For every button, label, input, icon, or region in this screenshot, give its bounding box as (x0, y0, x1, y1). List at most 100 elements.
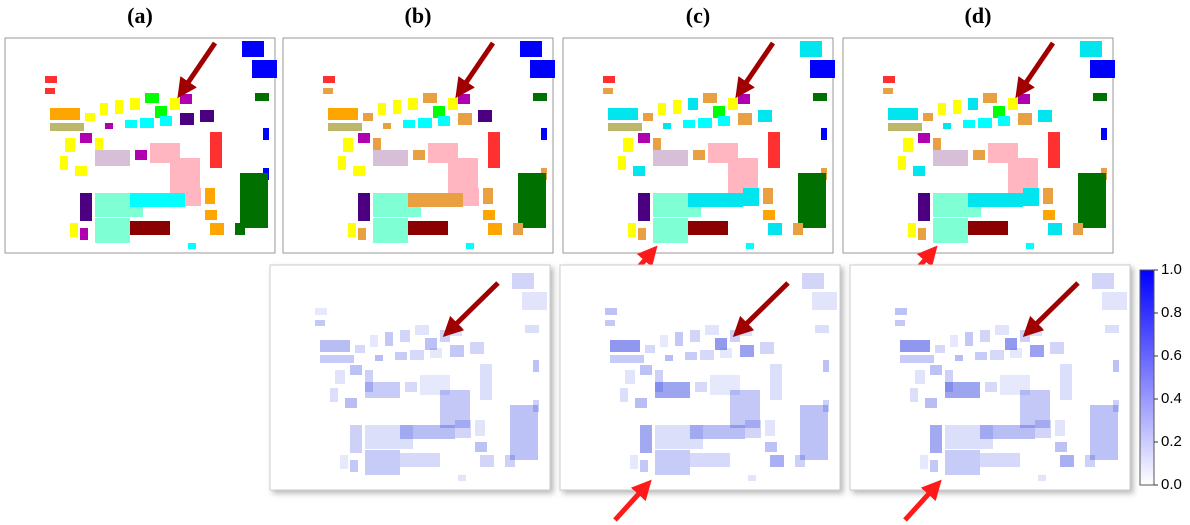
map-region (700, 350, 714, 360)
map-region (923, 113, 933, 121)
map-region (698, 118, 712, 128)
map-region (720, 348, 732, 358)
map-region (80, 193, 92, 221)
map-region (1026, 243, 1034, 249)
map-region (1055, 420, 1065, 436)
map-region (728, 98, 738, 110)
map-region (703, 93, 717, 103)
map-region (608, 123, 642, 131)
map-region (185, 188, 201, 206)
map-region (1018, 113, 1032, 125)
map-region (400, 425, 455, 439)
map-region (705, 325, 719, 335)
classification-map (283, 38, 555, 253)
map-region (488, 223, 502, 235)
colorbar-tick-label: 1.0 (1161, 261, 1182, 278)
map-region (505, 455, 515, 467)
map-region (955, 355, 963, 361)
map-region (746, 243, 754, 249)
map-region (1043, 210, 1055, 220)
map-region (800, 41, 822, 57)
map-region (688, 193, 743, 207)
map-region (973, 150, 985, 160)
map-region (1055, 442, 1067, 452)
map-region (975, 352, 987, 360)
map-region (763, 188, 773, 204)
map-region (683, 120, 695, 128)
map-region (883, 76, 895, 83)
map-region (625, 370, 635, 384)
map-region (950, 335, 958, 347)
map-region (802, 273, 824, 289)
map-region (795, 455, 805, 467)
map-region (810, 60, 835, 78)
map-region (918, 193, 930, 221)
map-region (1023, 188, 1039, 206)
map-region (1018, 94, 1030, 104)
colorbar-tick-label: 0.0 (1161, 476, 1182, 493)
map-region (413, 150, 425, 160)
map-region (466, 243, 474, 249)
map-region (1060, 455, 1074, 467)
map-region (1113, 360, 1119, 372)
map-region (768, 223, 782, 235)
map-region (458, 94, 470, 104)
map-region (908, 223, 916, 237)
map-region (315, 308, 327, 315)
map-region (633, 166, 645, 176)
map-region (688, 98, 698, 110)
map-region (1043, 188, 1053, 204)
map-region (448, 98, 458, 110)
map-region (463, 188, 479, 206)
map-region (945, 382, 980, 398)
map-region (918, 133, 930, 143)
uncertainty-map (270, 265, 550, 490)
map-region (925, 398, 937, 408)
map-region (888, 108, 918, 120)
map-region (980, 453, 1020, 467)
map-region (180, 94, 192, 104)
map-region (50, 123, 84, 131)
map-region (415, 325, 429, 335)
map-region (655, 450, 690, 475)
map-region (370, 335, 378, 347)
map-region (1060, 364, 1072, 400)
map-region (688, 221, 728, 235)
map-region (813, 93, 827, 101)
map-region (1048, 223, 1062, 235)
map-region (1101, 128, 1107, 140)
map-region (475, 442, 487, 452)
map-region (345, 398, 357, 408)
map-region (630, 455, 638, 469)
map-region (438, 116, 450, 126)
map-region (1048, 132, 1060, 168)
map-region (512, 273, 534, 289)
map-region (105, 123, 113, 129)
map-region (690, 330, 700, 342)
map-region (340, 455, 348, 469)
map-region (520, 41, 542, 57)
map-region (410, 350, 424, 360)
map-region (373, 218, 408, 243)
map-region (758, 110, 772, 122)
map-region (330, 388, 338, 402)
colorbar (1140, 270, 1154, 485)
map-region (903, 138, 913, 152)
map-region (513, 223, 523, 235)
map-region (943, 123, 951, 129)
map-region (765, 442, 777, 452)
map-region (620, 388, 628, 402)
map-region (510, 405, 538, 460)
map-region (320, 355, 354, 363)
map-region (793, 223, 803, 235)
map-region (320, 340, 350, 352)
map-region (70, 223, 78, 237)
map-region (480, 455, 494, 467)
map-region (522, 292, 547, 310)
map-region (965, 332, 973, 346)
map-region (658, 103, 666, 115)
map-region (640, 460, 648, 472)
panel-label: (a) (127, 3, 153, 28)
map-region (60, 156, 68, 170)
map-region (65, 138, 75, 152)
